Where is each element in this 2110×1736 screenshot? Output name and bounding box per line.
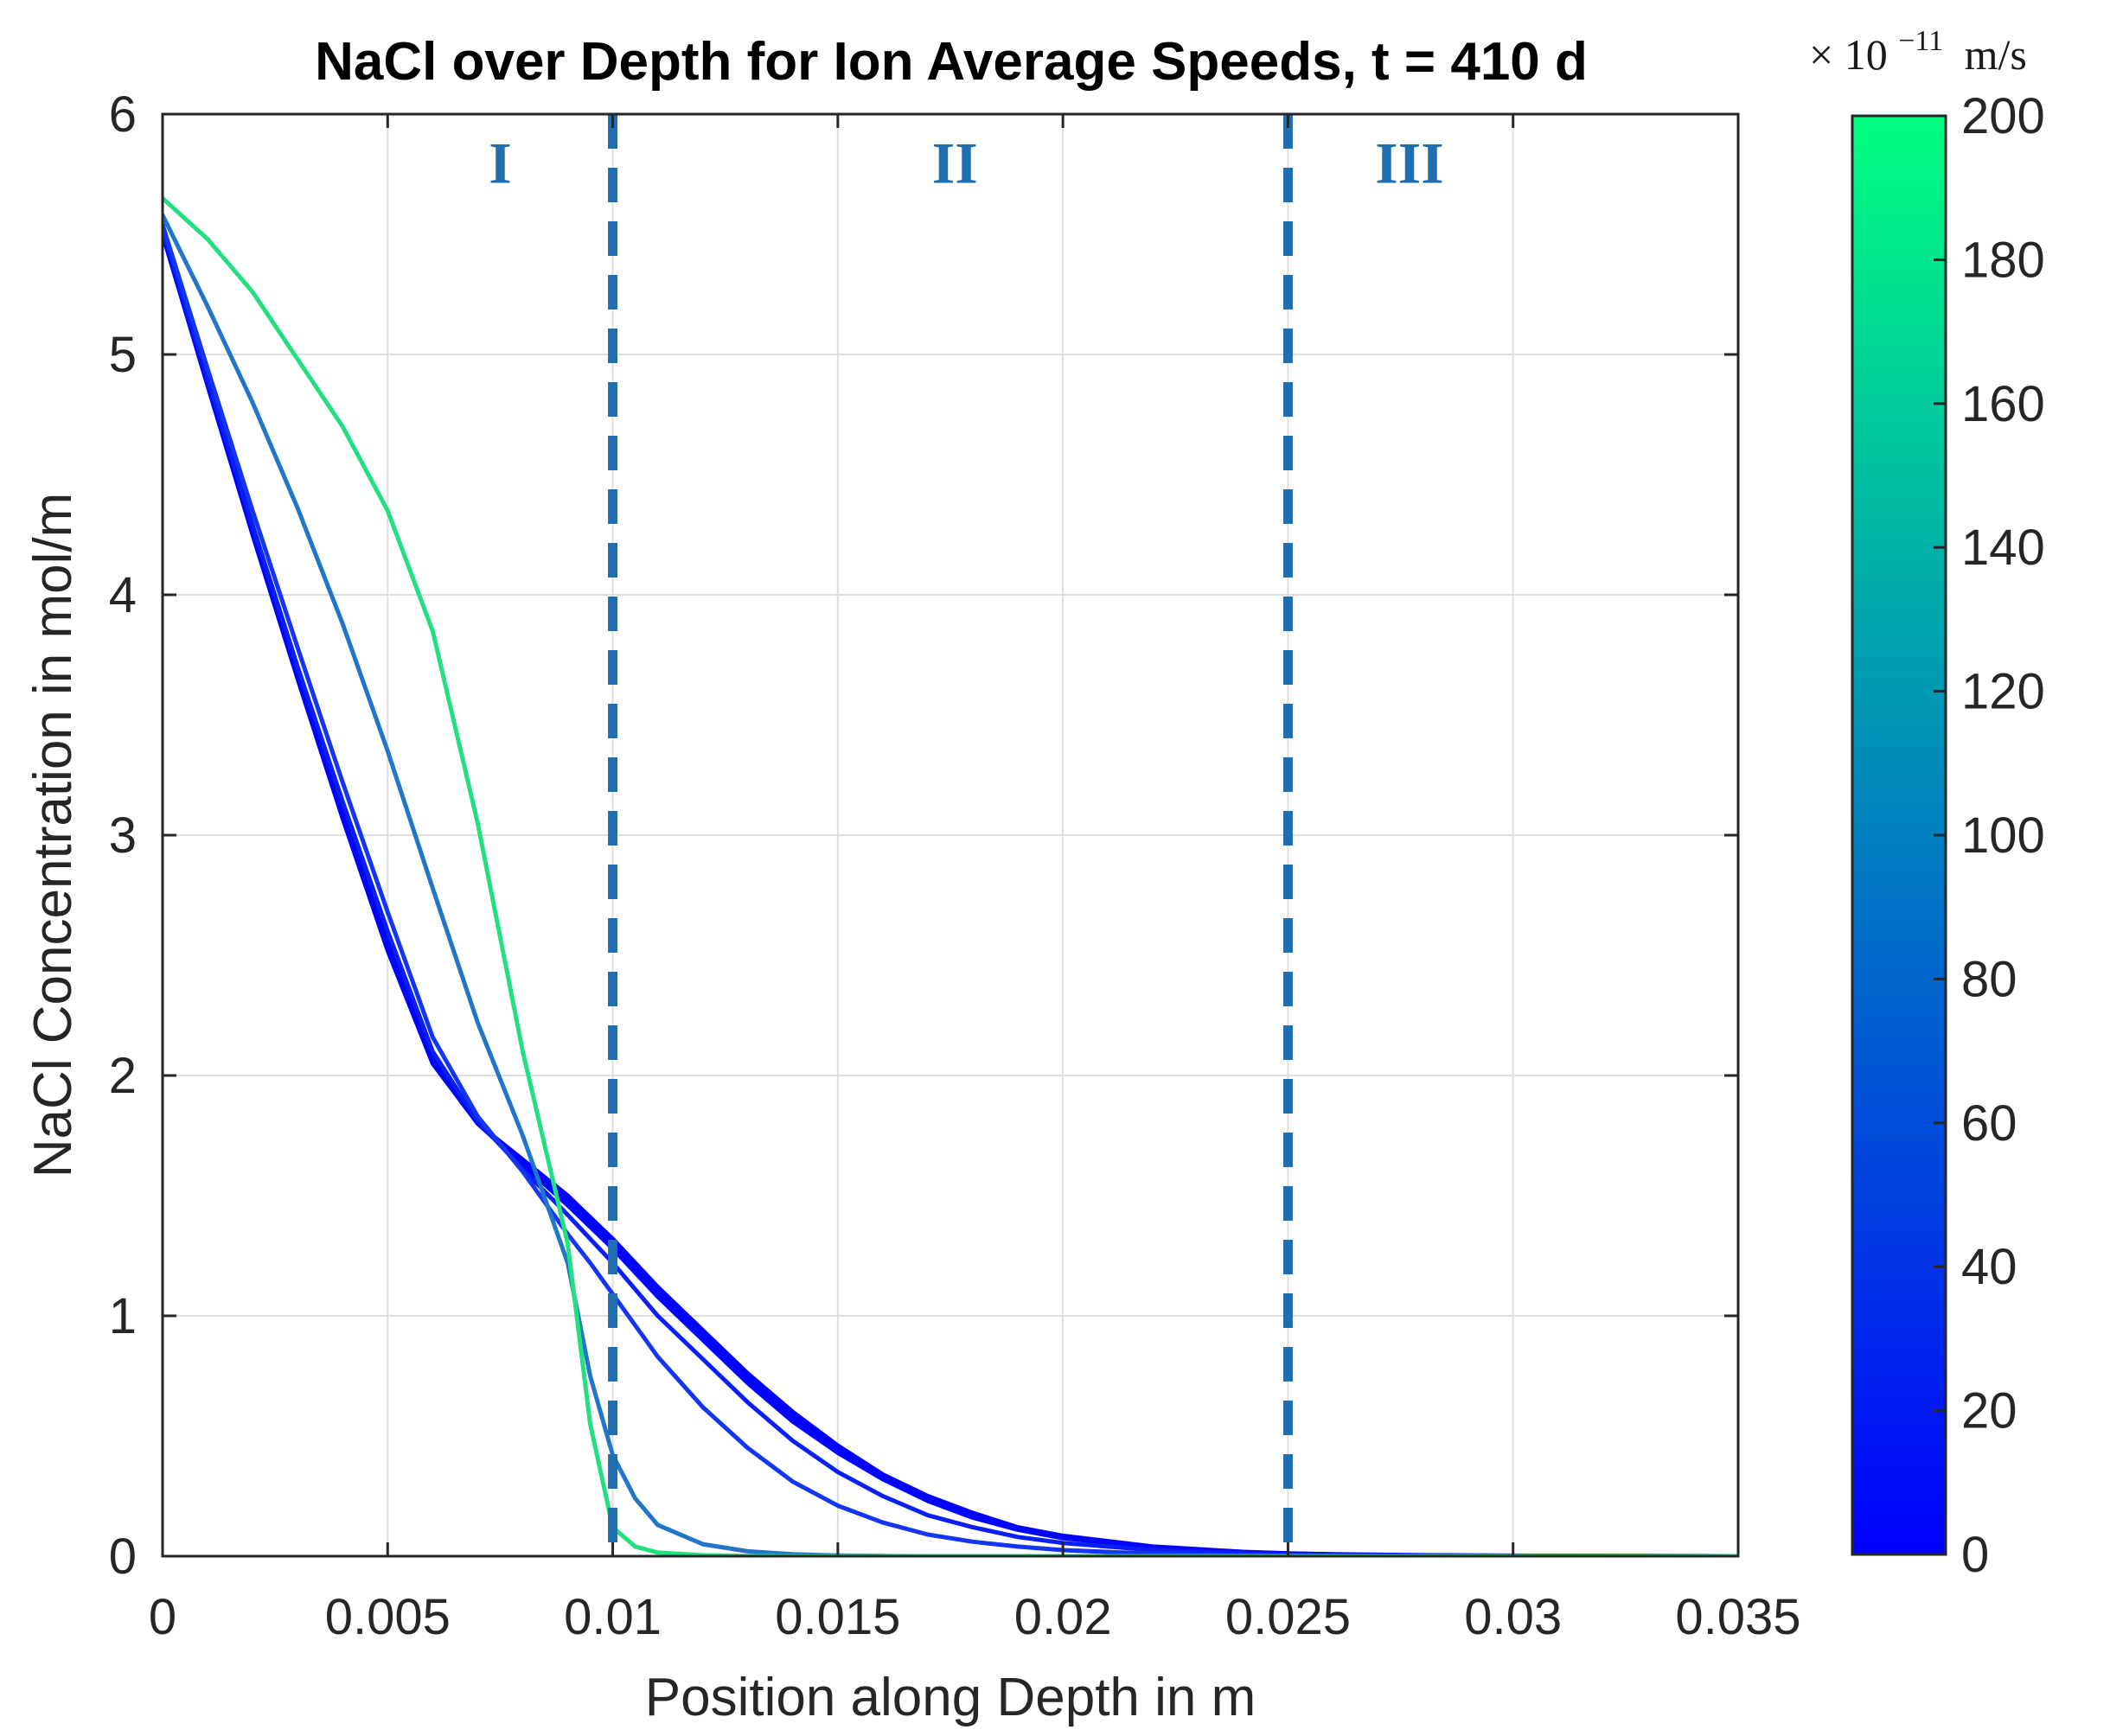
chart-title: NaCl over Depth for Ion Average Speeds, … xyxy=(315,32,1588,92)
y-tick-label: 0 xyxy=(109,1529,137,1585)
colorbar: 0 20 40 60 80 100 120 140 160 180 200 × 10 −11 m/s xyxy=(1809,11,2045,1583)
region-label: III xyxy=(1375,131,1443,196)
colorbar-tick-label: 0 xyxy=(1961,1527,1989,1583)
y-tick-label: 4 xyxy=(109,567,137,623)
x-tick-label: 0.01 xyxy=(564,1589,662,1645)
x-tick-label: 0.005 xyxy=(325,1589,451,1645)
colorbar-gradient xyxy=(1851,114,1947,1556)
x-tick-label: 0.02 xyxy=(1014,1589,1112,1645)
region-label: II xyxy=(932,131,978,196)
colorbar-tick-label: 180 xyxy=(1961,232,2045,288)
colorbar-unit-prefix: × 10 xyxy=(1809,30,1888,79)
colorbar-tick-label: 120 xyxy=(1961,664,2045,720)
x-tick-label: 0 xyxy=(149,1589,176,1645)
colorbar-unit-label: × 10 −11 m/s xyxy=(1809,11,2027,79)
y-axis: 0 1 2 3 4 5 6 xyxy=(109,86,1738,1585)
x-tick-label: 0.015 xyxy=(775,1589,900,1645)
y-tick-label: 6 xyxy=(109,86,137,143)
region-markers: I II III xyxy=(489,114,1444,1556)
colorbar-tick-label: 140 xyxy=(1961,520,2045,576)
series-line-100 xyxy=(163,213,1738,1556)
colorbar-ticks: 0 20 40 60 80 100 120 140 160 180 200 xyxy=(1934,88,2045,1583)
x-tick-label: 0.025 xyxy=(1225,1589,1351,1645)
colorbar-tick-label: 80 xyxy=(1961,951,2017,1007)
region-label: I xyxy=(489,131,511,196)
x-axis-label: Position along Depth in m xyxy=(645,1668,1256,1727)
colorbar-tick-label: 20 xyxy=(1961,1383,2017,1439)
colorbar-tick-label: 60 xyxy=(1961,1095,2017,1152)
y-tick-label: 5 xyxy=(109,327,137,383)
colorbar-unit-name: m/s xyxy=(1965,30,2027,79)
plot-area: I II III xyxy=(161,112,1740,1558)
x-axis: 0 0.005 0.01 0.015 0.02 0.025 0.03 0.035 xyxy=(149,114,1801,1645)
y-tick-label: 2 xyxy=(109,1048,137,1104)
colorbar-tick-label: 100 xyxy=(1961,807,2045,864)
y-axis-label: NaCl Concentration in mol/m xyxy=(23,493,83,1178)
colorbar-tick-label: 40 xyxy=(1961,1239,2017,1295)
colorbar-unit-exponent: −11 xyxy=(1898,25,1943,57)
colorbar-tick-label: 200 xyxy=(1961,88,2045,144)
colorbar-tick-label: 160 xyxy=(1961,376,2045,432)
y-tick-label: 1 xyxy=(109,1288,137,1344)
x-tick-label: 0.035 xyxy=(1675,1589,1800,1645)
x-tick-label: 0.03 xyxy=(1464,1589,1562,1645)
y-tick-label: 3 xyxy=(109,807,137,864)
